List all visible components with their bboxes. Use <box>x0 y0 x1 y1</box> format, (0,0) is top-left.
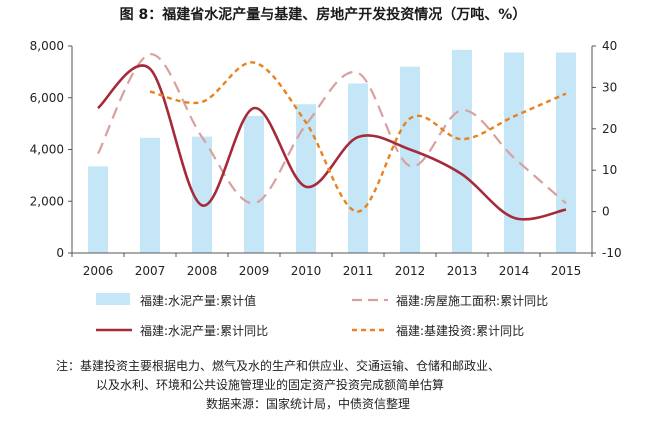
legend-label: 福建:房屋施工面积:累计同比 <box>396 293 548 308</box>
bar-2008 <box>192 136 212 253</box>
bar-2011 <box>348 83 368 253</box>
x-tick-label: 2007 <box>135 264 166 278</box>
y-left-tick-label: 0 <box>56 246 64 260</box>
x-tick-label: 2006 <box>83 264 114 278</box>
bar-2012 <box>400 66 420 253</box>
bar-2007 <box>140 137 160 253</box>
y-right-tick-label: 0 <box>602 205 610 219</box>
y-right-tick-label: -10 <box>602 246 622 260</box>
y-left-tick-label: 6,000 <box>30 91 64 105</box>
chart-title: 图 8：福建省水泥产量与基建、房地产开发投资情况（万吨、%） <box>119 7 527 23</box>
note-line-2: 以及水利、环境和公共设施管理业的固定资产投资完成额简单估算 <box>96 378 445 392</box>
series-line-line <box>97 64 567 221</box>
bar-2015 <box>556 52 576 253</box>
legend-label: 福建:水泥产量:累计同比 <box>140 323 268 338</box>
note-line-1: 注：基建投资主要根据电力、燃气及水的生产和供应业、交通运输、仓储和邮政业、 <box>56 359 501 373</box>
bar-series <box>88 49 576 253</box>
x-tick-label: 2015 <box>551 264 582 278</box>
x-tick-label: 2014 <box>499 264 530 278</box>
axes: 0 2,000 4,000 6,000 8,000 -10 0 10 20 30 40 2006 200… <box>30 39 622 278</box>
x-tick-label: 2012 <box>395 264 426 278</box>
notes: 注：基建投资主要根据电力、燃气及水的生产和供应业、交通运输、仓储和邮政业、 以及… <box>56 357 616 414</box>
y-right-tick-label: 40 <box>602 39 617 53</box>
line-series <box>97 53 567 221</box>
bar-2014 <box>504 52 524 253</box>
x-tick-label: 2010 <box>291 264 322 278</box>
legend-label: 福建:水泥产量:累计值 <box>140 293 256 308</box>
series-line-dotted <box>149 61 567 213</box>
y-left-tick-label: 4,000 <box>30 143 64 157</box>
y-left-tick-label: 8,000 <box>30 39 64 53</box>
y-right-tick-label: 10 <box>602 163 617 177</box>
y-left-tick-label: 2,000 <box>30 194 64 208</box>
legend-swatch-bar <box>96 293 130 305</box>
x-tick-label: 2008 <box>187 264 218 278</box>
x-tick-label: 2009 <box>239 264 270 278</box>
bar-2013 <box>452 49 472 253</box>
y-right-tick-label: 20 <box>602 122 617 136</box>
x-tick-label: 2011 <box>343 264 374 278</box>
source-line: 数据来源：国家统计局，中债资信整理 <box>206 397 411 411</box>
bar-2010 <box>296 104 316 253</box>
bar-2009 <box>244 115 264 253</box>
bar-2006 <box>88 166 108 253</box>
legend-label: 福建:基建投资:累计同比 <box>396 323 524 338</box>
x-tick-label: 2013 <box>447 264 478 278</box>
series-line-dashed <box>97 53 567 205</box>
y-right-tick-label: 30 <box>602 80 617 94</box>
